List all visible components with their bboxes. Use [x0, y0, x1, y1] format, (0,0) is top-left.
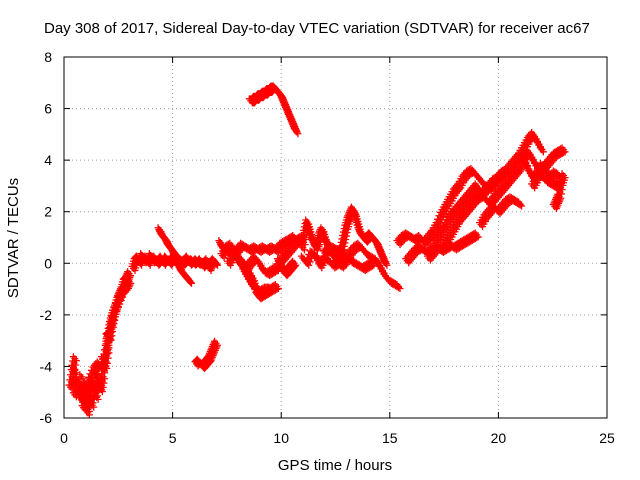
data-point [265, 283, 276, 295]
data-point [367, 257, 378, 269]
series-arc-11 [274, 255, 300, 280]
x-tick-label: 25 [599, 430, 615, 446]
y-tick-label: -6 [40, 410, 53, 426]
data-point [291, 126, 302, 138]
x-tick-label: 20 [491, 430, 507, 446]
y-tick-label: 0 [44, 255, 52, 271]
plot-frame [63, 56, 608, 419]
data-point [432, 212, 446, 231]
chart-title: Day 308 of 2017, Sidereal Day-to-day VTE… [44, 20, 590, 37]
data-point [98, 354, 110, 375]
data-point [85, 366, 98, 385]
series-arc-18 [436, 167, 508, 256]
series-arc-19 [476, 193, 526, 231]
data-point [184, 275, 195, 287]
series-arc-22 [549, 170, 569, 213]
data-point [80, 377, 94, 396]
data-point [393, 280, 404, 292]
series-arc-2 [80, 275, 135, 396]
data-point [271, 280, 282, 292]
y-tick-label: -4 [40, 358, 53, 374]
data-point [536, 144, 547, 156]
y-tick-label: 2 [44, 204, 52, 220]
y-tick-label: 4 [44, 152, 52, 168]
x-tick-label: 15 [382, 430, 398, 446]
series-arc-13 [297, 239, 404, 292]
series-arc-8 [224, 232, 304, 269]
data-point [380, 257, 391, 269]
data-point [302, 250, 316, 269]
data-point [554, 182, 566, 202]
data-point [108, 299, 122, 318]
y-tick-label: -2 [40, 307, 53, 323]
x-tick-label: 10 [273, 430, 289, 446]
data-point [113, 289, 127, 308]
data-point [124, 275, 135, 287]
x-axis-label: GPS time / hours [278, 457, 392, 474]
y-axis-label: SDTVAR / TECUs [5, 178, 22, 298]
series-arc-5 [191, 337, 222, 372]
series-arc-10 [245, 82, 302, 138]
y-tick-label: 8 [44, 49, 52, 65]
data-point [515, 198, 526, 210]
axis-ticks: 0 5 10 15 20 25 -6 -4 -2 0 2 4 6 8 [40, 49, 615, 446]
series-arc-14 [319, 242, 378, 274]
data-point [124, 268, 135, 280]
series-arc-3 [128, 250, 222, 274]
data-point [339, 225, 351, 243]
data-point [102, 329, 114, 349]
data-point [289, 257, 300, 269]
series-arc-21 [528, 144, 569, 192]
data-point [497, 167, 508, 179]
data-point [211, 257, 222, 269]
data-point [558, 144, 569, 156]
series-arc-4 [154, 224, 195, 287]
data-point [95, 375, 108, 396]
y-tick-label: 6 [44, 101, 52, 117]
x-tick-label: 0 [60, 430, 68, 446]
data-point [297, 232, 310, 254]
data-point [100, 342, 112, 362]
data-point [211, 337, 222, 349]
data-point [471, 229, 482, 241]
data-point [104, 317, 117, 336]
x-tick-label: 5 [169, 430, 177, 446]
data-markers [65, 82, 569, 419]
data-point [558, 170, 569, 182]
